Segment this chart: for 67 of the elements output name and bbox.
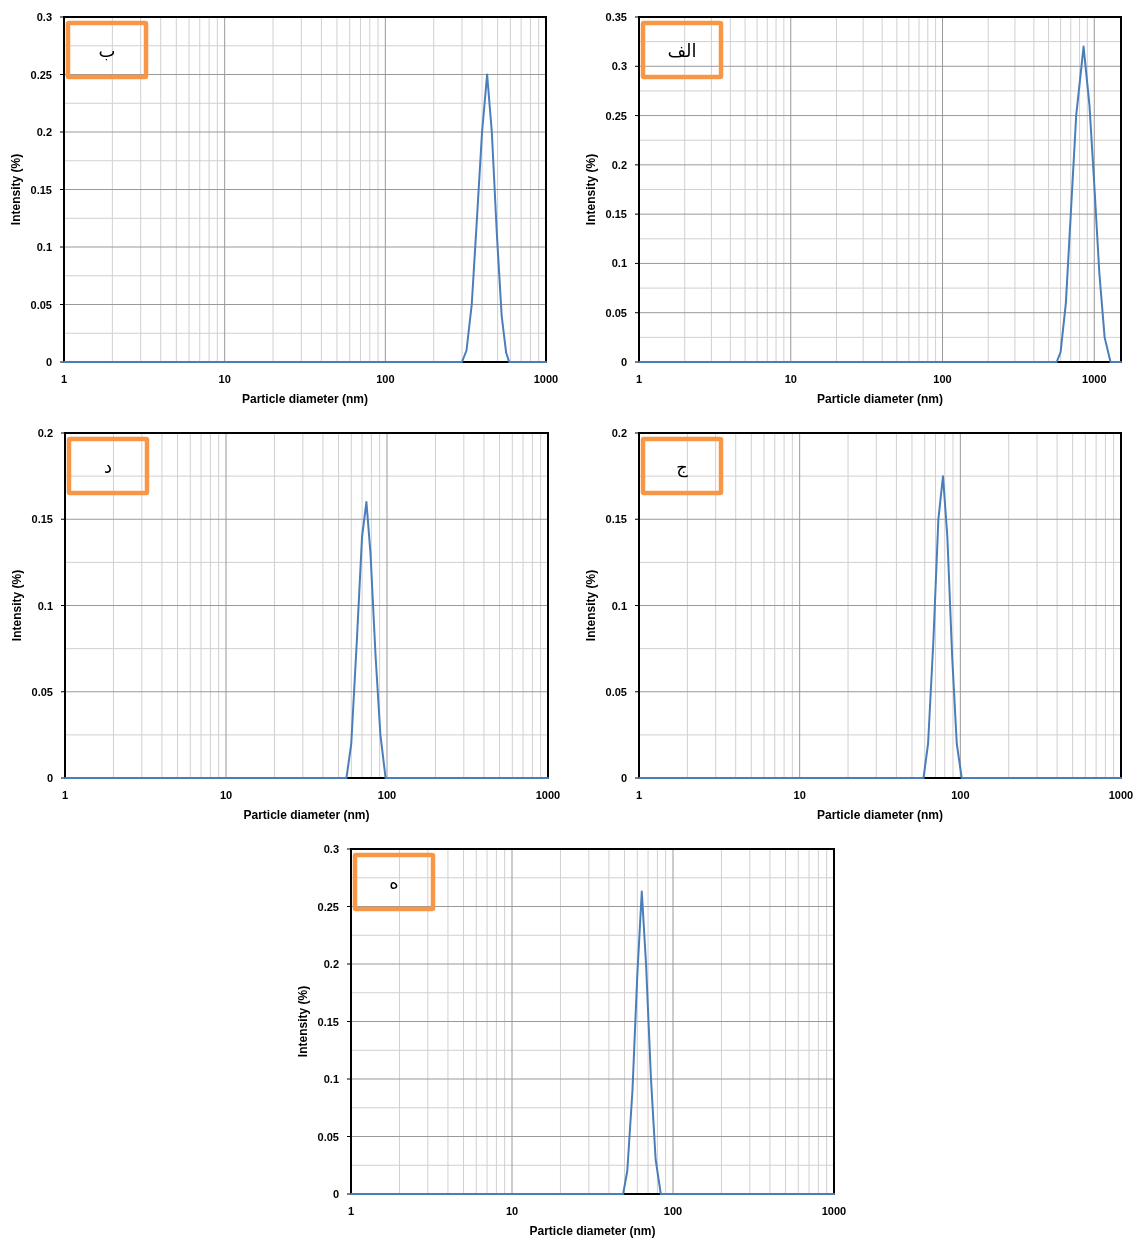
x-tick-label: 1000 <box>533 373 559 385</box>
annotation: ب <box>98 40 116 61</box>
annotation: ه <box>389 872 399 893</box>
x-tick-label: 1000 <box>1082 373 1107 385</box>
y-tick-label: 0.15 <box>30 183 52 196</box>
x-tick-label: 1000 <box>821 1205 847 1217</box>
x-axis-title: Particle diameter (nm) <box>816 392 944 406</box>
y-tick-label: 0.05 <box>605 306 627 319</box>
y-tick-label: 0.2 <box>611 158 627 171</box>
y-tick-label: 0.1 <box>36 241 52 253</box>
y-tick-label: 0.05 <box>30 298 52 311</box>
annotation: د <box>103 456 113 477</box>
y-tick-label: 0.15 <box>605 208 627 221</box>
y-axis-title: Intensity (%) <box>296 985 310 1058</box>
y-tick-label: 0.3 <box>611 60 627 73</box>
y-tick-label: 0 <box>46 772 53 784</box>
x-axis-title: Particle diameter (nm) <box>529 1224 656 1238</box>
y-tick-label: 0.1 <box>611 599 627 612</box>
y-tick-label: 0.25 <box>317 900 339 913</box>
x-axis-title: Particle diameter (nm) <box>816 808 944 822</box>
y-tick-label: 0.3 <box>323 843 339 855</box>
y-tick-label: 0.35 <box>605 11 627 23</box>
x-tick-label: 10 <box>793 789 806 801</box>
y-tick-label: 0.1 <box>323 1073 339 1085</box>
y-axis-title: Intensity (%) <box>10 569 24 642</box>
y-tick-label: 0.25 <box>605 109 627 122</box>
y-tick-label: 0.2 <box>36 126 52 138</box>
x-axis-title: Particle diameter (nm) <box>243 808 370 822</box>
x-tick-label: 10 <box>505 1205 519 1217</box>
x-tick-label: 100 <box>951 789 970 801</box>
x-tick-label: 100 <box>376 373 395 385</box>
x-tick-label: 1000 <box>1108 789 1134 801</box>
x-tick-label: 100 <box>933 373 952 385</box>
y-tick-label: 0 <box>620 772 627 784</box>
y-tick-label: 0.2 <box>611 427 627 439</box>
annotation: ج <box>676 456 689 478</box>
y-tick-label: 0 <box>45 356 52 368</box>
y-tick-label: 0.3 <box>36 11 52 23</box>
x-tick-label: 100 <box>663 1205 683 1217</box>
y-tick-label: 0.05 <box>605 685 627 698</box>
y-tick-label: 0.05 <box>317 1130 339 1143</box>
y-axis-title: Intensity (%) <box>9 153 23 226</box>
x-tick-label: 10 <box>219 789 233 801</box>
x-tick-label: 1 <box>347 1205 355 1217</box>
x-tick-label: 1 <box>61 789 69 801</box>
y-tick-label: 0 <box>620 356 627 368</box>
y-tick-label: 0.2 <box>323 958 339 970</box>
x-tick-label: 10 <box>218 373 231 385</box>
x-tick-label: 1 <box>635 789 643 801</box>
x-tick-label: 1000 <box>535 789 561 801</box>
y-tick-label: 0.25 <box>30 68 52 81</box>
y-tick-label: 0.15 <box>317 1015 339 1028</box>
y-tick-label: 0.15 <box>605 513 627 526</box>
x-tick-label: 10 <box>784 373 797 385</box>
x-tick-label: 100 <box>377 789 397 801</box>
y-tick-label: 0.15 <box>31 513 53 526</box>
x-tick-label: 1 <box>635 373 643 385</box>
y-tick-label: 0 <box>332 1188 339 1200</box>
y-tick-label: 0.1 <box>611 257 627 270</box>
y-axis-title: Intensity (%) <box>584 153 598 226</box>
y-axis-title: Intensity (%) <box>584 569 598 642</box>
x-axis-title: Particle diameter (nm) <box>241 392 369 406</box>
x-tick-label: 1 <box>60 373 68 385</box>
y-tick-label: 0.1 <box>37 599 53 612</box>
annotation: الف <box>667 40 697 61</box>
y-tick-label: 0.05 <box>31 685 53 698</box>
y-tick-label: 0.2 <box>37 427 53 439</box>
